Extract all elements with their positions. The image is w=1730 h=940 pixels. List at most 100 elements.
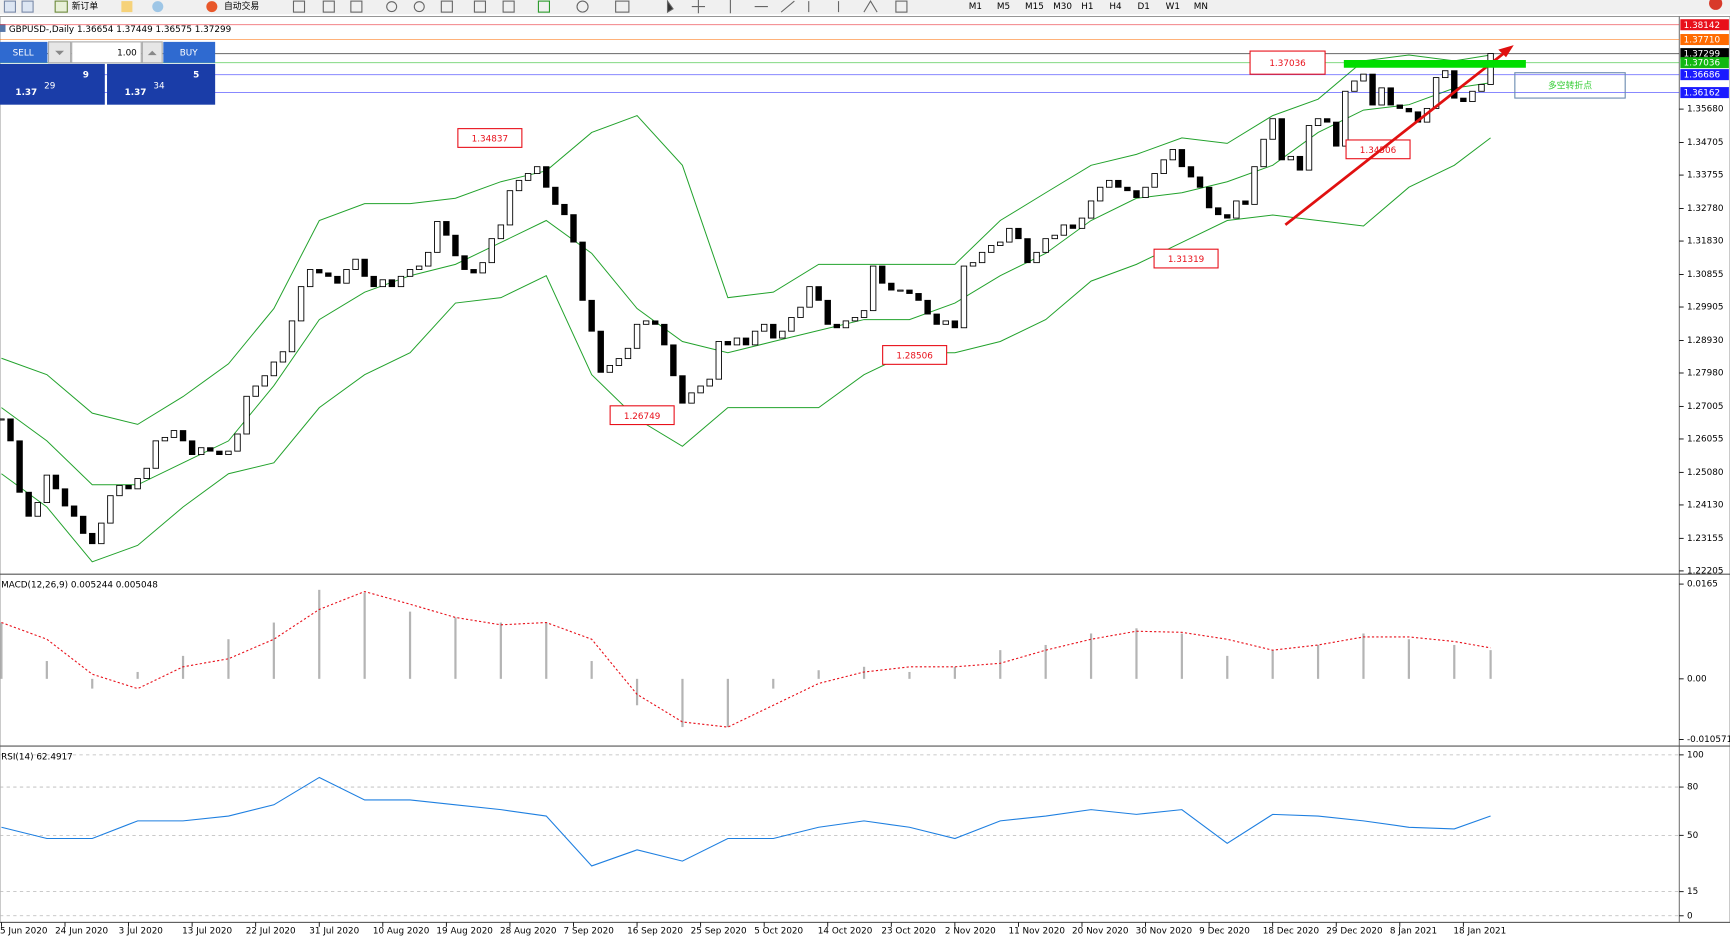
toolbar-icon[interactable] xyxy=(386,1,398,13)
auto-trading-button[interactable]: 自动交易 xyxy=(224,0,259,12)
buy-button[interactable] xyxy=(163,41,216,63)
toolbar-icon[interactable] xyxy=(729,0,878,14)
timeframe-button[interactable]: H1 xyxy=(1081,2,1093,12)
candle xyxy=(733,337,741,346)
toolbar-icon[interactable] xyxy=(21,0,34,13)
candle xyxy=(624,347,632,360)
x-tick-label: 24 Jun 2020 xyxy=(55,927,108,937)
toolbar-icon[interactable] xyxy=(576,0,589,13)
timeframe-button[interactable]: M30 xyxy=(1053,2,1072,12)
toolbar-icon[interactable] xyxy=(121,1,133,13)
candle xyxy=(888,282,895,291)
candle xyxy=(579,241,586,301)
candle xyxy=(161,436,169,442)
toolbar-icon[interactable] xyxy=(691,0,706,14)
histogram-bar xyxy=(45,661,48,679)
candle xyxy=(425,251,432,267)
candle xyxy=(1287,155,1295,161)
toolbar-icon[interactable] xyxy=(440,0,453,13)
ask-box[interactable] xyxy=(107,63,216,105)
sell-label[interactable]: SELL xyxy=(13,48,34,58)
toolbar-icon[interactable] xyxy=(54,0,68,13)
toolbar-icon[interactable] xyxy=(537,0,551,13)
candle xyxy=(706,378,713,387)
price-label-box xyxy=(1680,34,1729,46)
toolbar-icon[interactable] xyxy=(615,0,630,13)
bid-box[interactable] xyxy=(0,63,105,105)
candle xyxy=(434,221,441,253)
annotation-label: 1.28506 xyxy=(896,352,933,362)
y-tick-label: 0.00 xyxy=(1687,674,1707,684)
candle xyxy=(1106,179,1113,188)
annotation-box xyxy=(1345,139,1411,160)
lot-value[interactable]: 1.00 xyxy=(117,48,137,58)
candle xyxy=(170,430,178,438)
toolbar xyxy=(0,0,1730,15)
buy-label[interactable]: BUY xyxy=(180,48,199,58)
toolbar-icon[interactable] xyxy=(666,0,674,14)
timeframe-button[interactable]: M15 xyxy=(1025,2,1044,12)
candle xyxy=(207,447,214,452)
timeframe-button[interactable]: H4 xyxy=(1109,2,1122,12)
lot-input[interactable] xyxy=(71,41,142,64)
toolbar-icon[interactable] xyxy=(413,1,425,13)
y-tick-label: 1.29905 xyxy=(1687,303,1723,313)
candle xyxy=(815,286,822,301)
toolbar-icon[interactable] xyxy=(895,0,908,13)
timeframe-button[interactable]: M1 xyxy=(969,2,982,12)
candle xyxy=(325,272,332,277)
candle xyxy=(652,320,659,325)
candle xyxy=(1487,53,1494,85)
toolbar-icon[interactable] xyxy=(350,0,363,13)
candle xyxy=(679,375,686,404)
candle xyxy=(288,320,296,353)
toolbar-icon[interactable] xyxy=(3,0,16,13)
x-tick-label: 11 Nov 2020 xyxy=(1008,927,1065,937)
candle xyxy=(942,320,949,325)
alert-icon[interactable] xyxy=(1709,0,1723,10)
candle xyxy=(1087,200,1095,219)
candle xyxy=(1060,224,1068,236)
timeframe-button[interactable]: W1 xyxy=(1166,2,1180,12)
toolbar-icon[interactable] xyxy=(292,0,306,13)
candle xyxy=(987,245,995,253)
chart-layer: 1.35680 1.34705 1.33755 1.32780 1.31830 1.308… xyxy=(0,19,1730,937)
sell-button[interactable] xyxy=(0,41,48,63)
x-tick-label: 2 Nov 2020 xyxy=(945,927,996,937)
x-tick-label: 18 Dec 2020 xyxy=(1263,927,1320,937)
timeframe-button[interactable]: MN xyxy=(1194,2,1208,12)
price-label: 1.37036 xyxy=(1684,59,1721,69)
candle xyxy=(370,275,377,288)
bollinger-band xyxy=(1,54,1491,425)
toolbar-icon[interactable] xyxy=(473,0,487,13)
candle xyxy=(125,484,132,490)
histogram-bar xyxy=(862,666,866,679)
candle xyxy=(1214,207,1222,216)
candle xyxy=(116,484,123,497)
toolbar-icon[interactable] xyxy=(206,1,218,13)
histogram-bar xyxy=(499,622,502,679)
histogram-bar xyxy=(908,671,911,679)
new-order-button[interactable]: 新订单 xyxy=(72,0,99,12)
candle xyxy=(1314,118,1322,126)
candle xyxy=(615,358,623,366)
candle xyxy=(379,279,387,288)
candle xyxy=(588,299,595,332)
candle xyxy=(1351,80,1358,92)
candle xyxy=(897,289,904,292)
toolbar-icon[interactable] xyxy=(152,1,164,13)
bid-point: 9 xyxy=(83,70,89,80)
toolbar-icon[interactable] xyxy=(502,0,515,13)
timeframe-button[interactable]: D1 xyxy=(1138,2,1150,12)
candle xyxy=(1142,186,1149,198)
ask-pips: 34 xyxy=(153,81,165,91)
candle xyxy=(1260,138,1267,168)
timeframe-button[interactable]: M5 xyxy=(997,2,1010,12)
candle xyxy=(1460,97,1467,103)
candle xyxy=(606,365,614,373)
candle xyxy=(388,279,396,288)
candle xyxy=(1333,121,1340,147)
toolbar-icon[interactable] xyxy=(322,0,335,13)
candle xyxy=(470,269,477,274)
